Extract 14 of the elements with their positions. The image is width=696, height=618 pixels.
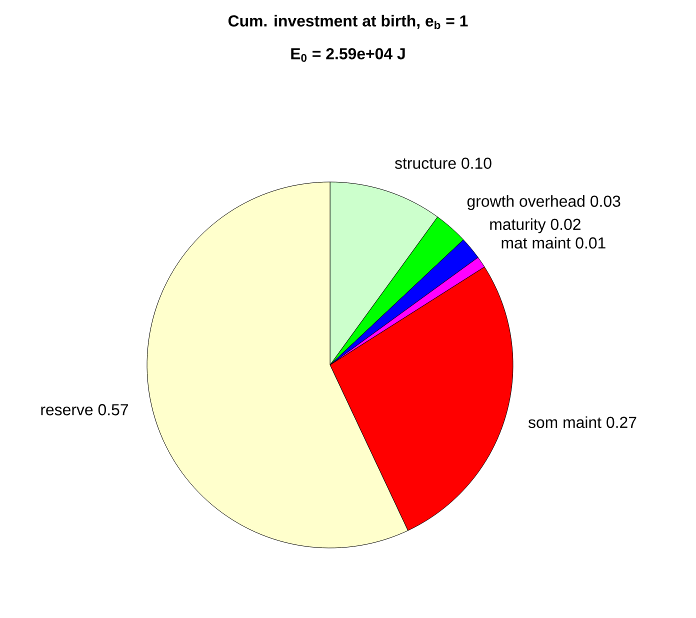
slice-label: som maint [528,416,602,428]
slice-label: structure [394,158,456,169]
data-label: 0.10 [462,158,492,169]
data-label: 0.57 [98,404,128,416]
slice-label: growth overhead [467,195,584,210]
slice-label: mat maint [502,236,571,249]
chart-title: Cum. investment at birth, e$_{b}$ = 1 [228,14,468,30]
data-label: 0.01 [576,237,606,249]
data-label: 0.02 [550,218,580,230]
slice-label: reserve [41,406,93,416]
data-label: 0.27 [606,416,636,428]
slice-label: maturity [490,218,546,234]
chart-subtitle: E$_{0}$ = 2.59e+04 J [291,48,405,62]
data-label: 0.03 [590,196,620,207]
